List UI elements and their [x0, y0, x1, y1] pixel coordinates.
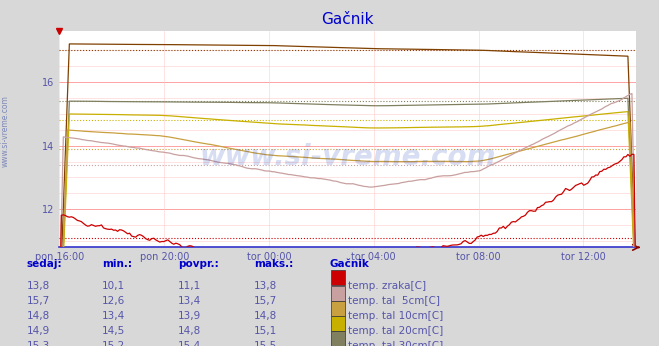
Text: 10,1: 10,1: [102, 281, 125, 291]
Bar: [331, 331, 345, 346]
Text: temp. tal 20cm[C]: temp. tal 20cm[C]: [348, 326, 444, 336]
Bar: [331, 286, 345, 301]
Text: 14,9: 14,9: [26, 326, 49, 336]
Text: 13,9: 13,9: [178, 311, 201, 321]
Text: www.si-vreme.com: www.si-vreme.com: [1, 95, 10, 167]
Text: temp. tal 10cm[C]: temp. tal 10cm[C]: [348, 311, 444, 321]
Text: 15,2: 15,2: [102, 341, 125, 346]
Text: 15,7: 15,7: [254, 297, 277, 307]
Text: povpr.:: povpr.:: [178, 259, 219, 269]
Text: 15,7: 15,7: [26, 297, 49, 307]
Text: temp. zraka[C]: temp. zraka[C]: [348, 281, 426, 291]
Text: 14,8: 14,8: [26, 311, 49, 321]
Text: 14,8: 14,8: [178, 326, 201, 336]
Text: 15,3: 15,3: [26, 341, 49, 346]
Text: maks.:: maks.:: [254, 259, 293, 269]
Text: 15,1: 15,1: [254, 326, 277, 336]
Text: www.si-vreme.com: www.si-vreme.com: [200, 143, 496, 171]
Text: sedaj:: sedaj:: [26, 259, 62, 269]
Text: 14,8: 14,8: [254, 311, 277, 321]
Text: temp. tal  5cm[C]: temp. tal 5cm[C]: [348, 297, 440, 307]
Bar: [331, 270, 345, 285]
Text: 13,8: 13,8: [26, 281, 49, 291]
Bar: [331, 301, 345, 316]
Text: 13,4: 13,4: [178, 297, 201, 307]
Text: 12,6: 12,6: [102, 297, 125, 307]
Text: 15,5: 15,5: [254, 341, 277, 346]
Text: temp. tal 30cm[C]: temp. tal 30cm[C]: [348, 341, 444, 346]
Text: 15,4: 15,4: [178, 341, 201, 346]
Text: min.:: min.:: [102, 259, 132, 269]
Text: 13,4: 13,4: [102, 311, 125, 321]
Text: 13,8: 13,8: [254, 281, 277, 291]
Text: 14,5: 14,5: [102, 326, 125, 336]
Text: 11,1: 11,1: [178, 281, 201, 291]
Title: Gačnik: Gačnik: [322, 12, 374, 27]
Text: Gačnik: Gačnik: [330, 259, 370, 269]
Bar: [331, 316, 345, 331]
